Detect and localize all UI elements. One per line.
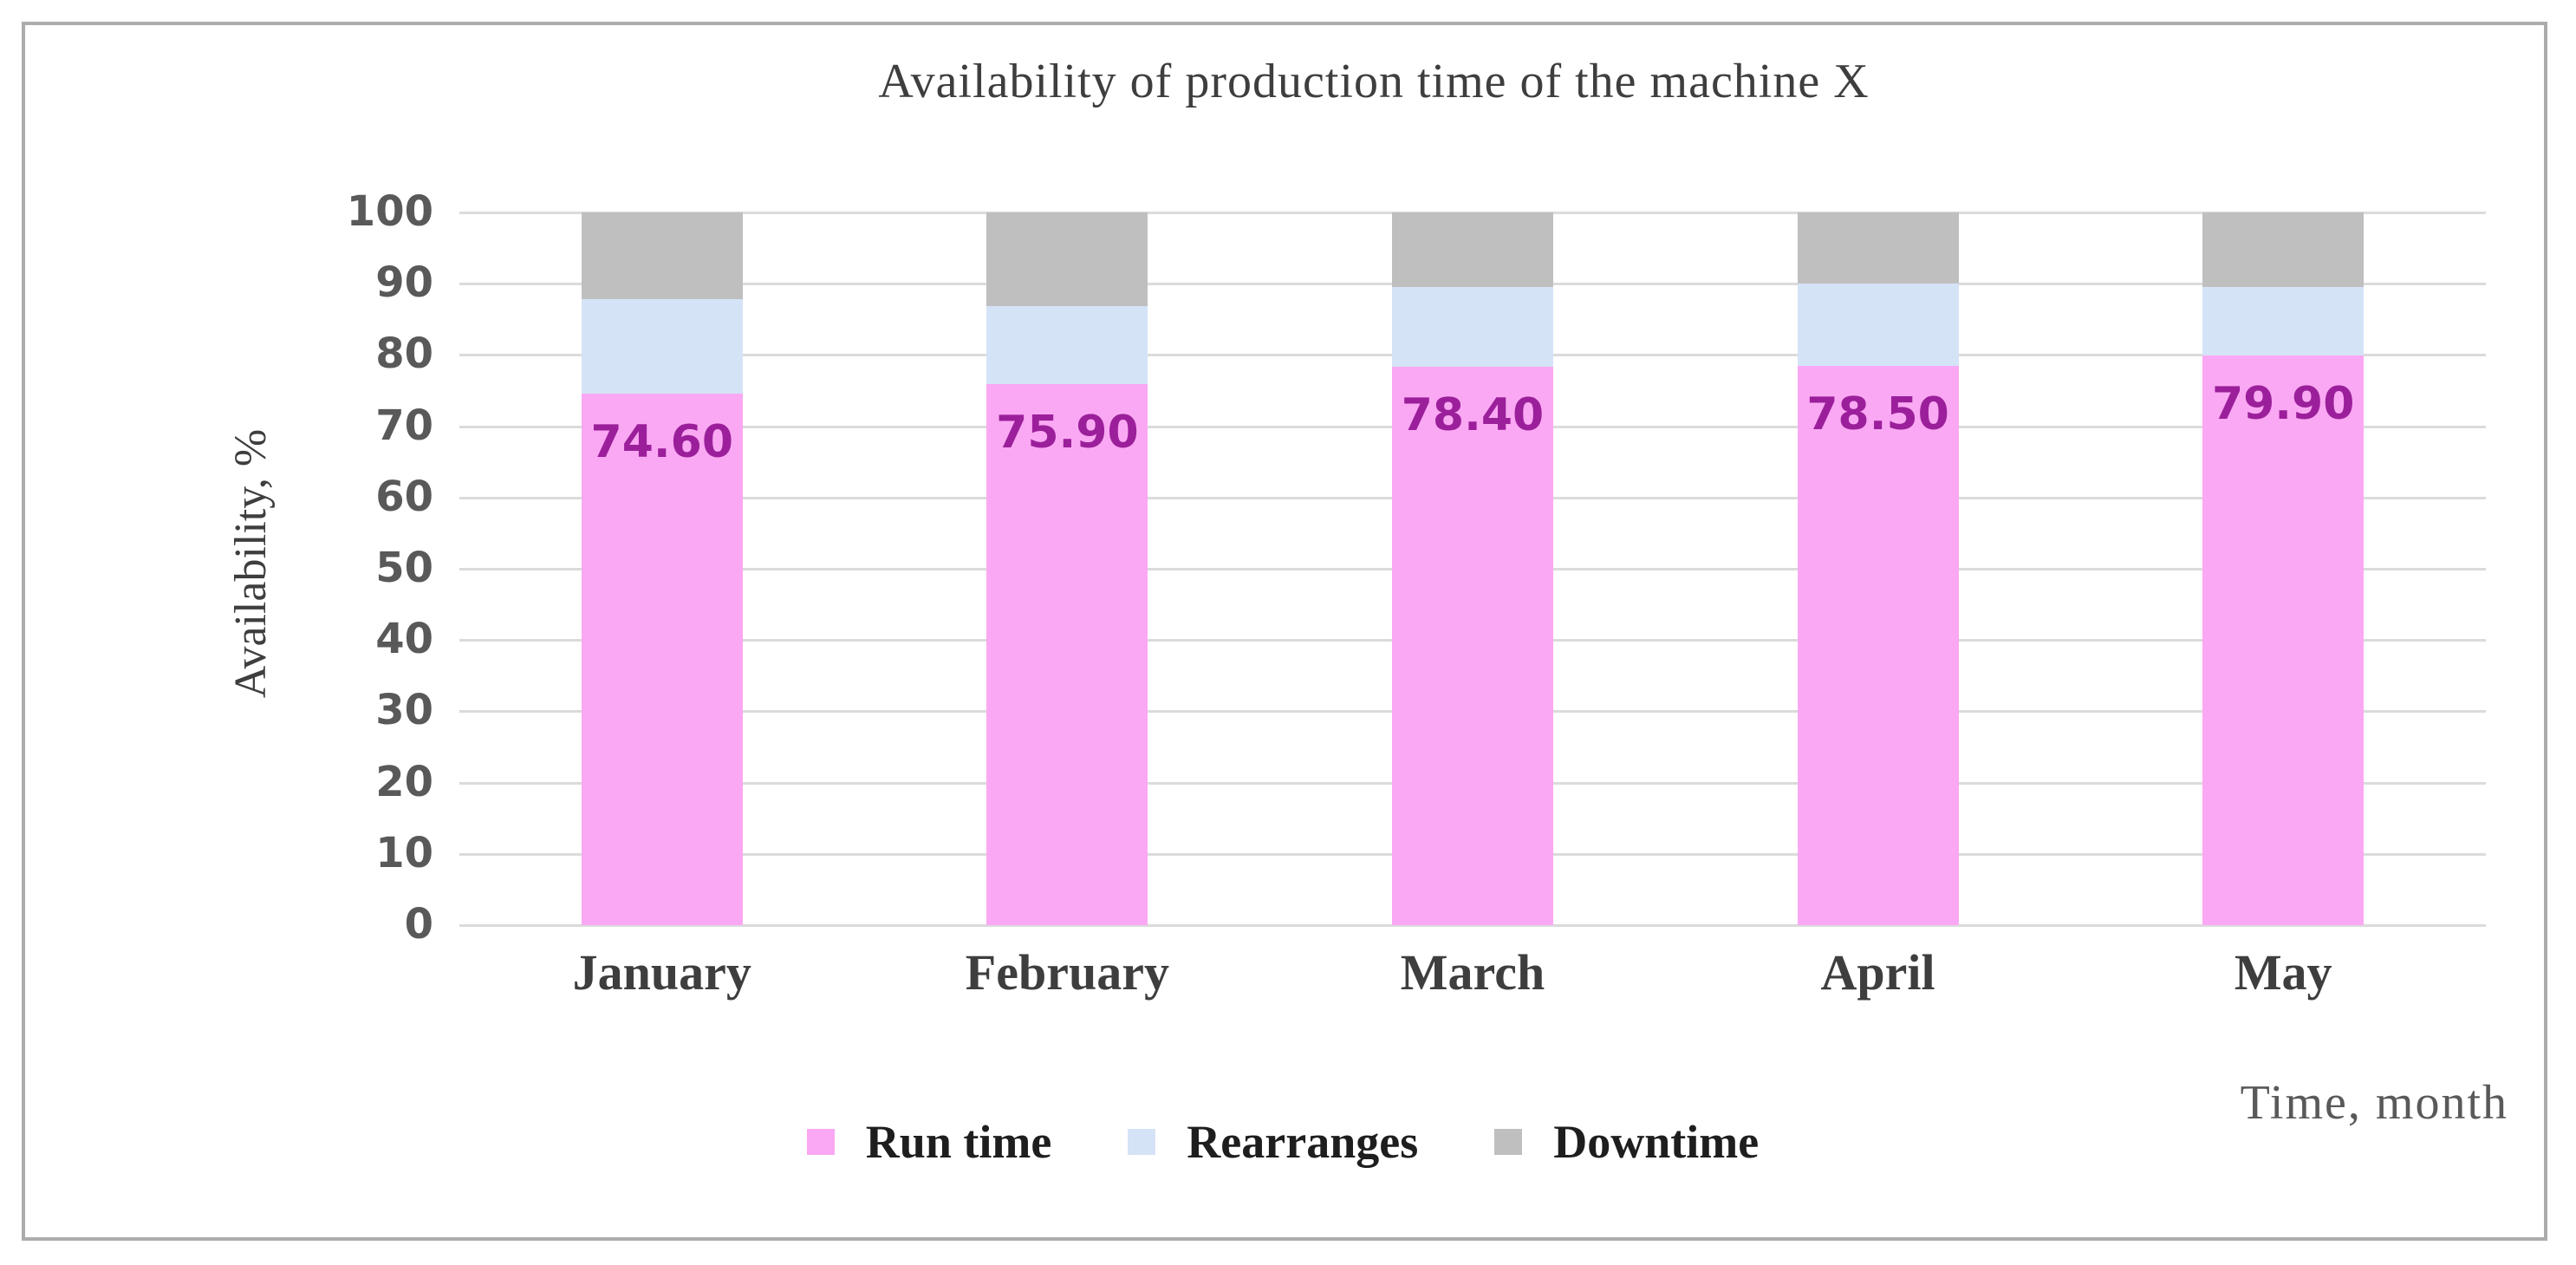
legend-item-run-time: Run time (806, 1115, 1052, 1169)
y-tick-label-80: 80 (375, 329, 433, 379)
data-label-april: 78.50 (1806, 388, 1949, 440)
bar-segment-downtime-february (986, 212, 1148, 306)
y-tick-label-40: 40 (375, 615, 433, 664)
bar-segment-run-time-april (1797, 365, 1959, 925)
y-tick-label-50: 50 (375, 544, 433, 592)
bar-segment-downtime-may (2202, 212, 2365, 287)
bar-segment-rearranges-january (581, 299, 743, 394)
legend-label: Run time (865, 1116, 1052, 1168)
legend-swatch-downtime-icon (1494, 1129, 1523, 1155)
y-tick-label-70: 70 (375, 401, 433, 450)
x-category-label-may: May (2234, 944, 2332, 1001)
bar-segment-run-time-march (1392, 366, 1553, 925)
y-tick-label-0: 0 (404, 900, 433, 949)
bar-segment-run-time-may (2202, 355, 2365, 925)
plot-area: 74.60 75.90 78.40 78.50 79.90 (459, 212, 2486, 927)
y-tick-label-60: 60 (375, 472, 433, 521)
y-tick-label-20: 20 (375, 757, 433, 806)
y-tick-label-100: 100 (346, 187, 433, 236)
bar-segment-rearranges-april (1797, 284, 1959, 366)
legend-swatch-run-time-icon (806, 1129, 835, 1155)
legend-item-downtime: Downtime (1494, 1115, 1759, 1169)
chart-legend: Run time Rearranges Downtime (459, 1103, 2106, 1181)
data-label-march: 78.40 (1401, 388, 1545, 441)
x-category-label-february: February (965, 944, 1169, 1001)
legend-label: Downtime (1553, 1116, 1760, 1168)
bar-segment-run-time-february (986, 384, 1148, 925)
x-category-label-march: March (1400, 944, 1545, 1001)
gridline-0 (459, 924, 2486, 927)
data-label-february: 75.90 (996, 407, 1139, 460)
bar-segment-run-time-january (581, 393, 743, 925)
chart-title: Availability of production time of the m… (878, 55, 1870, 108)
chart-frame-border (22, 22, 2547, 1241)
bar-segment-rearranges-february (986, 305, 1148, 385)
legend-label: Rearranges (1187, 1116, 1419, 1168)
y-tick-label-30: 30 (375, 686, 433, 735)
y-tick-label-90: 90 (375, 258, 433, 308)
y-tick-label-10: 10 (375, 828, 433, 877)
legend-swatch-rearranges-icon (1128, 1129, 1156, 1155)
bar-segment-downtime-april (1797, 212, 1959, 284)
x-axis-title: Time, month (2240, 1076, 2508, 1130)
bar-segment-downtime-january (581, 212, 743, 300)
legend-item-rearranges: Rearranges (1128, 1115, 1418, 1169)
bar-segment-rearranges-may (2202, 286, 2365, 356)
data-label-may: 79.90 (2211, 378, 2355, 431)
x-category-label-april: April (1820, 944, 1935, 1001)
x-category-label-january: January (572, 944, 751, 1001)
bar-segment-downtime-march (1392, 212, 1553, 288)
data-label-january: 74.60 (590, 415, 734, 468)
bar-segment-rearranges-march (1392, 287, 1553, 367)
